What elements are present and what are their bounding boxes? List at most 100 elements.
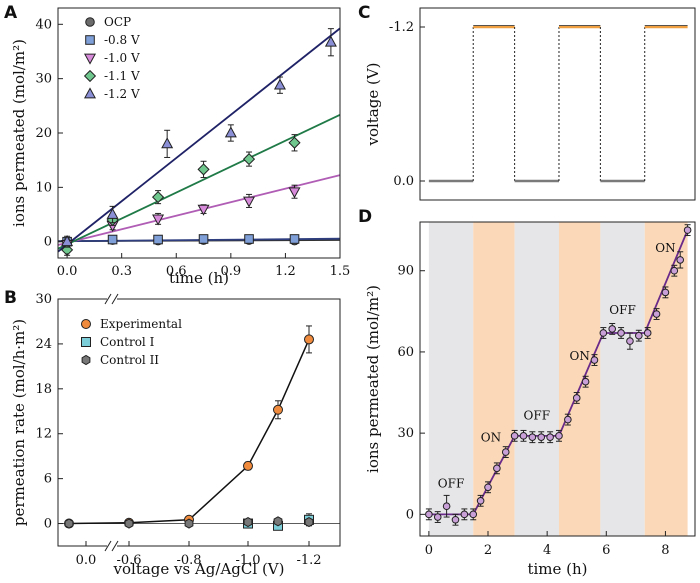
data-point bbox=[288, 187, 301, 199]
y-tick-label: 10 bbox=[35, 180, 52, 195]
data-point bbox=[151, 191, 165, 204]
data-point bbox=[676, 256, 685, 264]
x-tick-label: 6 bbox=[602, 543, 610, 558]
x-tick-label: 0.9 bbox=[220, 264, 241, 279]
data-point bbox=[501, 448, 510, 456]
panel-b: 0.0 -0.6 -0.8 -1.0 -1.2 0 6 12 18 24 30 voltage vs … bbox=[10, 292, 341, 578]
data-point bbox=[106, 207, 119, 219]
legend-marker bbox=[81, 354, 91, 366]
legend-marker bbox=[85, 17, 95, 27]
data-point bbox=[64, 518, 74, 529]
data-point bbox=[273, 404, 283, 415]
x-axis-label: time (h) bbox=[527, 560, 587, 578]
data-point bbox=[652, 310, 661, 318]
data-point bbox=[184, 518, 194, 529]
y-tick-label: 30 bbox=[35, 72, 52, 87]
data-point bbox=[324, 35, 337, 47]
data-point bbox=[433, 513, 442, 521]
data-point bbox=[224, 126, 237, 138]
y-tick-label: 0 bbox=[44, 517, 52, 532]
panel-letter-d: D bbox=[358, 207, 372, 227]
data-point bbox=[451, 515, 460, 524]
panel-a: 0.0 0.3 0.6 0.9 1.2 1.5 0 10 20 30 40 time (h) ions … bbox=[10, 7, 351, 287]
data-point bbox=[242, 153, 256, 166]
data-point bbox=[493, 464, 501, 473]
plot-frame bbox=[57, 298, 341, 547]
x-tick-label: 0 bbox=[425, 543, 433, 558]
state-label: ON bbox=[570, 349, 590, 363]
data-point bbox=[289, 234, 300, 244]
state-label: OFF bbox=[438, 476, 465, 490]
legend-label: -1.1 V bbox=[104, 69, 140, 83]
data-point bbox=[599, 329, 608, 337]
data-point bbox=[161, 137, 174, 149]
plot-frame bbox=[419, 221, 696, 537]
y-tick-label: 0 bbox=[406, 507, 414, 522]
data-point bbox=[617, 329, 625, 337]
data-point bbox=[608, 325, 617, 333]
y-tick-label: 60 bbox=[397, 345, 414, 360]
band-on bbox=[473, 222, 515, 536]
x-tick-label: 2 bbox=[484, 543, 492, 558]
panel-d: OFF ON OFF ON OFF ON 0 2 4 6 8 0 30 60 90 time (h) ions … bbox=[364, 221, 696, 578]
data-point bbox=[683, 226, 692, 234]
data-point bbox=[442, 502, 451, 511]
legend-marker bbox=[83, 53, 97, 65]
panel-letter-b: B bbox=[4, 288, 17, 308]
data-point bbox=[572, 394, 581, 402]
x-tick-label: -1.2 bbox=[296, 553, 321, 568]
data-point bbox=[519, 432, 528, 440]
data-point bbox=[124, 518, 134, 529]
data-point bbox=[152, 214, 165, 226]
y-tick-label: 30 bbox=[397, 426, 414, 441]
axis-break-mark bbox=[104, 293, 112, 305]
axis-break-mark bbox=[111, 540, 119, 552]
x-tick-label: -0.6 bbox=[116, 553, 141, 568]
data-point bbox=[198, 234, 209, 244]
data-point bbox=[425, 510, 433, 519]
data-point bbox=[107, 234, 118, 245]
data-point bbox=[484, 483, 492, 492]
data-point bbox=[460, 510, 469, 519]
data-point bbox=[510, 432, 519, 440]
data-point bbox=[476, 497, 485, 505]
axis-break-mark bbox=[104, 540, 112, 552]
axis-break-mark bbox=[111, 293, 119, 305]
y-tick-label: 12 bbox=[35, 427, 52, 442]
state-label: OFF bbox=[524, 409, 551, 423]
fit-line bbox=[57, 113, 341, 250]
x-tick-label: 1.5 bbox=[330, 264, 351, 279]
band-off bbox=[600, 222, 645, 536]
legend-label: -0.8 V bbox=[104, 33, 140, 47]
band-off bbox=[514, 222, 559, 536]
band-on bbox=[644, 222, 688, 536]
data-point bbox=[626, 337, 634, 345]
y-axis-label: ions permeated (mol/m²) bbox=[364, 285, 382, 473]
y-tick-label: 20 bbox=[35, 126, 52, 141]
data-point bbox=[635, 331, 643, 340]
legend-label: Control I bbox=[100, 335, 155, 349]
axis-break-mask bbox=[107, 541, 117, 551]
data-point bbox=[537, 433, 546, 441]
fit-line bbox=[57, 174, 341, 246]
legend-marker bbox=[83, 87, 97, 99]
data-point bbox=[243, 460, 253, 471]
data-point bbox=[528, 433, 537, 441]
x-axis-label: time (h) bbox=[169, 269, 229, 287]
data-point bbox=[581, 377, 590, 386]
data-point bbox=[564, 415, 572, 424]
data-point bbox=[288, 136, 301, 149]
data-point bbox=[197, 163, 210, 176]
state-label: OFF bbox=[609, 303, 636, 317]
panel-letter-c: C bbox=[358, 3, 370, 23]
y-tick-label: 0 bbox=[44, 235, 52, 250]
data-point bbox=[273, 78, 286, 90]
band-on bbox=[558, 222, 601, 536]
data-point bbox=[661, 288, 670, 297]
legend-label: -1.0 V bbox=[104, 51, 140, 65]
y-tick-label: 0.0 bbox=[393, 174, 414, 189]
x-tick-label: 4 bbox=[543, 543, 551, 558]
data-point bbox=[304, 334, 314, 345]
panel-c: -1.2 0.0 voltage (V) bbox=[364, 7, 696, 201]
